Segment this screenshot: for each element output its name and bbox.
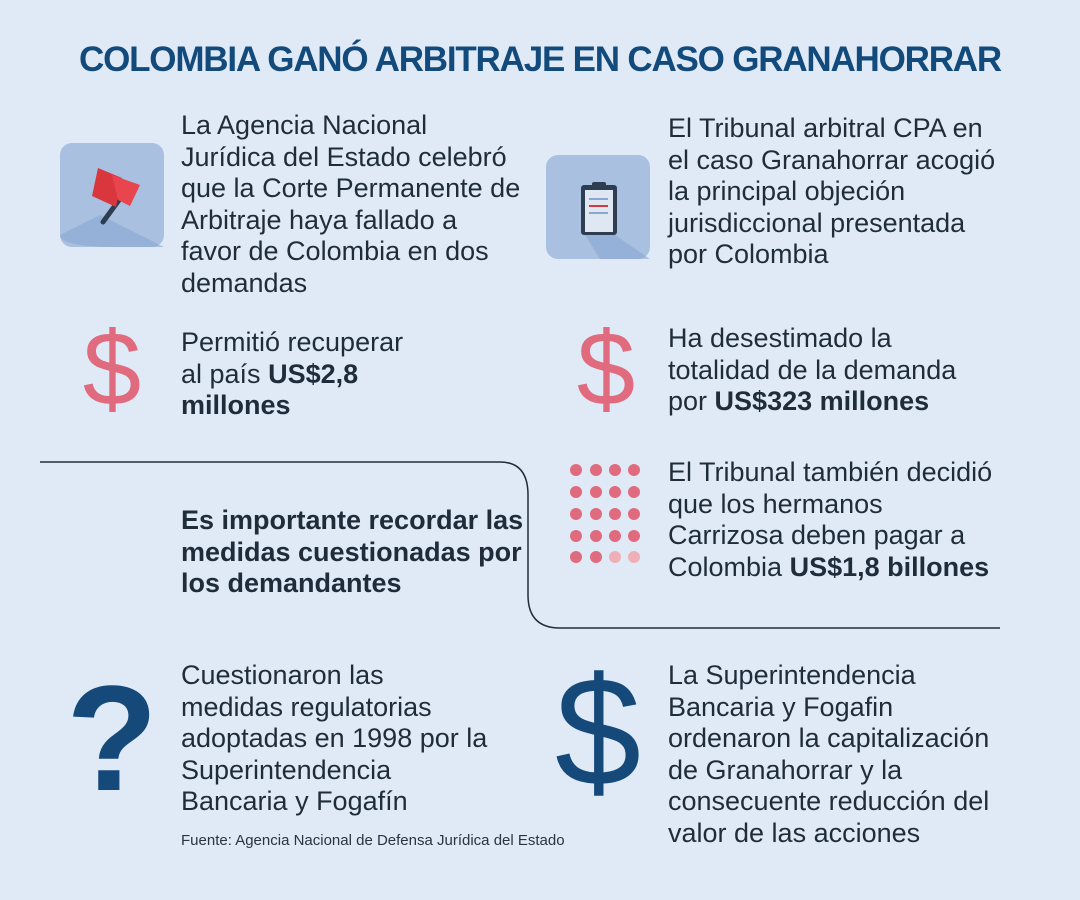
dollar-icon: $ [577, 311, 635, 428]
text-block: La Agencia Nacional Jurídica del Estado … [181, 110, 521, 299]
highlight: US$323 millones [714, 386, 930, 416]
title: COLOMBIA GANÓ ARBITRAJE EN CASO GRANAHOR… [79, 40, 1002, 79]
highlight: Es importante recordar las medidas cuest… [181, 505, 524, 598]
text: La Superintendencia Bancaria y Fogafin o… [668, 660, 990, 848]
text: Permitió recuperar al país [181, 327, 404, 389]
question-icon: ? [66, 654, 158, 822]
text: La Agencia Nacional Jurídica del Estado … [181, 110, 521, 298]
text: Ha desestimado la totalidad de la demand… [668, 323, 957, 416]
text-block: El Tribunal arbitral CPA en el caso Gran… [668, 113, 1003, 271]
dollar-icon: $ [555, 645, 641, 818]
source: Fuente: Agencia Nacional de Defensa Jurí… [181, 832, 565, 849]
highlight: US$1,8 billones [789, 551, 990, 582]
text-block: Cuestionaron las medidas regulatorias ad… [181, 660, 491, 818]
flag-icon [60, 143, 164, 247]
dot-grid [570, 464, 640, 563]
dollar-icon: $ [83, 311, 141, 428]
clipboard-icon [546, 155, 650, 259]
text-block: Es importante recordar las medidas cuest… [181, 505, 526, 600]
text: Cuestionaron las medidas regulatorias ad… [181, 660, 488, 816]
text-block: Ha desestimado la totalidad de la demand… [668, 323, 988, 418]
divider [40, 461, 1000, 629]
text: El Tribunal arbitral CPA en el caso Gran… [668, 113, 996, 269]
highlight: US$2,8 millones [181, 358, 359, 421]
text: El Tribunal también decidió que los herm… [668, 457, 993, 582]
text-block: Permitió recuperar al país US$2,8 millon… [181, 327, 431, 422]
text-block: La Superintendencia Bancaria y Fogafin o… [668, 660, 1003, 849]
text-block: El Tribunal también decidió que los herm… [668, 457, 993, 583]
